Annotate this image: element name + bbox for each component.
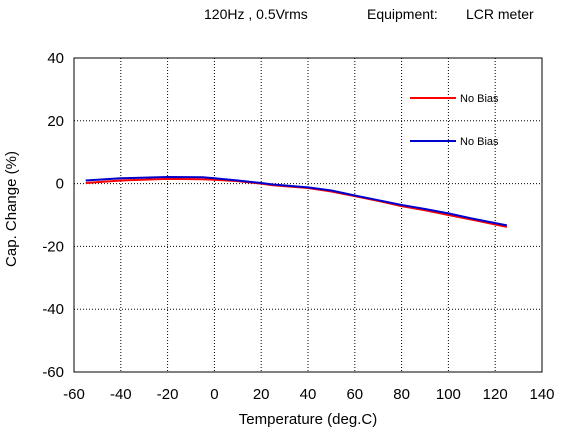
x-tick-label: 0: [210, 386, 218, 403]
y-tick-label: 40: [47, 50, 64, 67]
x-tick-label: 60: [346, 386, 363, 403]
y-tick-label: -20: [42, 238, 64, 255]
x-tick-label: -60: [63, 386, 85, 403]
legend: No Bias No Bias: [410, 93, 499, 148]
y-tick-labels: 40 20 0 -20 -40 -60: [42, 50, 64, 381]
x-tick-label: 40: [300, 386, 317, 403]
x-tick-label: 20: [253, 386, 270, 403]
y-tick-label: 0: [56, 176, 64, 193]
plot-frame: [73, 57, 543, 373]
equipment-label: Equipment:: [367, 6, 438, 22]
y-axis-label: Cap. Change (%): [3, 151, 20, 267]
chart-series: [85, 176, 508, 228]
x-tick-label: 80: [393, 386, 410, 403]
y-tick-label: -60: [42, 364, 64, 381]
y-tick-label: 20: [47, 113, 64, 130]
x-tick-label: 120: [483, 386, 508, 403]
y-tick-label: -40: [42, 301, 64, 318]
test-condition-label: 120Hz , 0.5Vrms: [204, 6, 308, 22]
series-line-2: [85, 176, 508, 227]
legend-label-1: No Bias: [460, 93, 499, 105]
x-tick-label: -20: [157, 386, 179, 403]
equipment-value: LCR meter: [466, 6, 534, 22]
x-tick-label: 140: [529, 386, 554, 403]
x-tick-label: -40: [110, 386, 132, 403]
x-tick-label: 100: [436, 386, 461, 403]
legend-label-2: No Bias: [460, 136, 499, 148]
x-axis-label: Temperature (deg.C): [239, 411, 377, 428]
x-tick-labels: -60 -40 -20 0 20 40 60 80 100 120 140: [63, 386, 554, 403]
chart-grid: [74, 58, 542, 372]
